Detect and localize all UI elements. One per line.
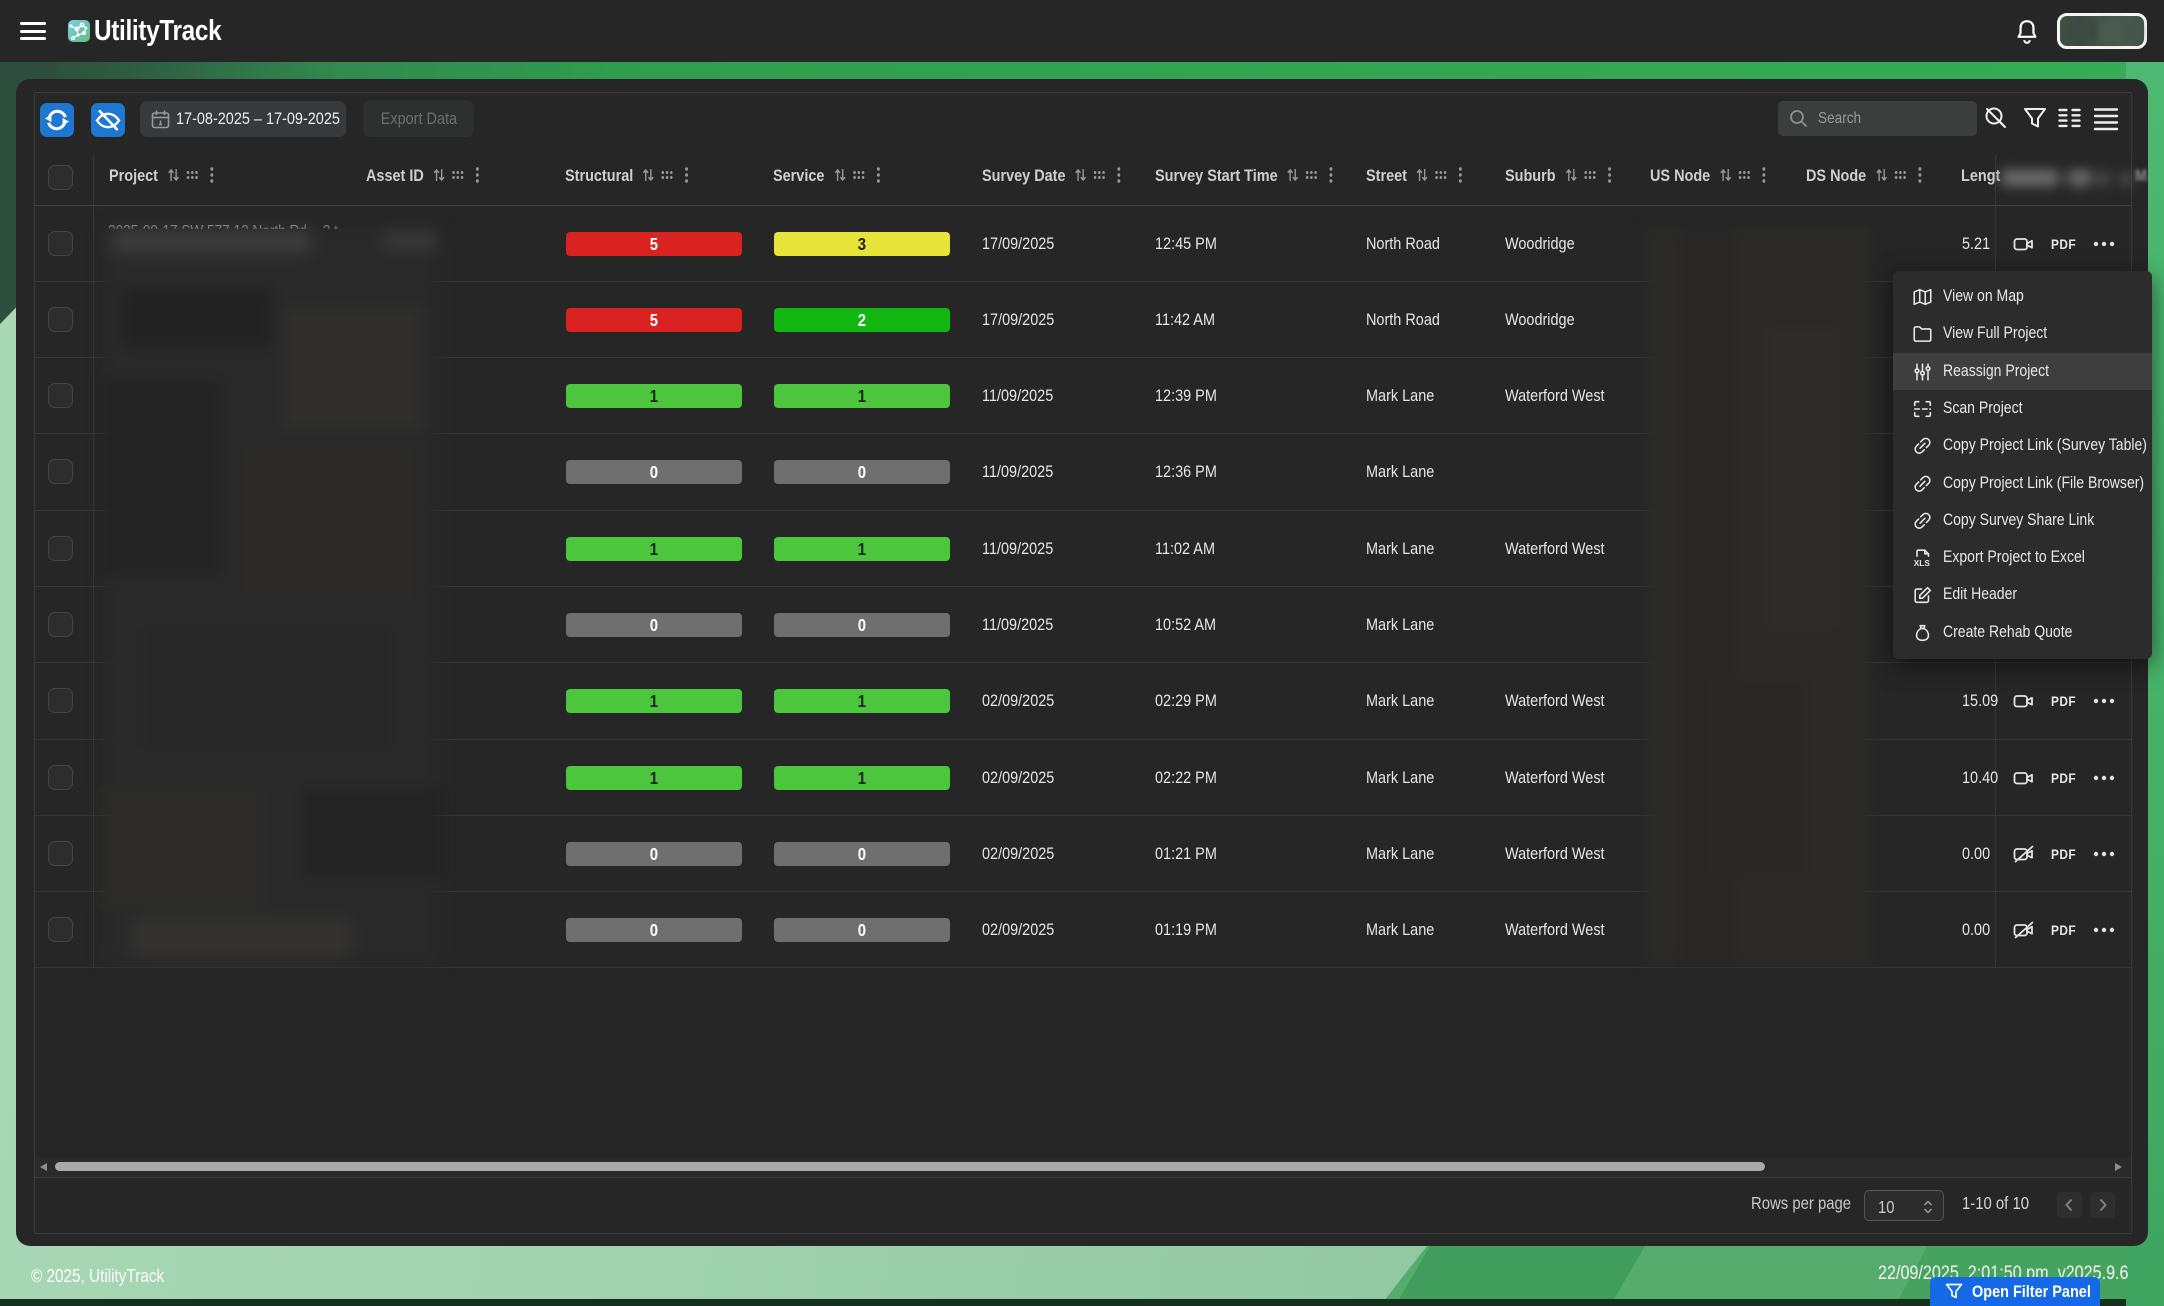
svg-text:XLS: XLS xyxy=(1914,559,1931,568)
